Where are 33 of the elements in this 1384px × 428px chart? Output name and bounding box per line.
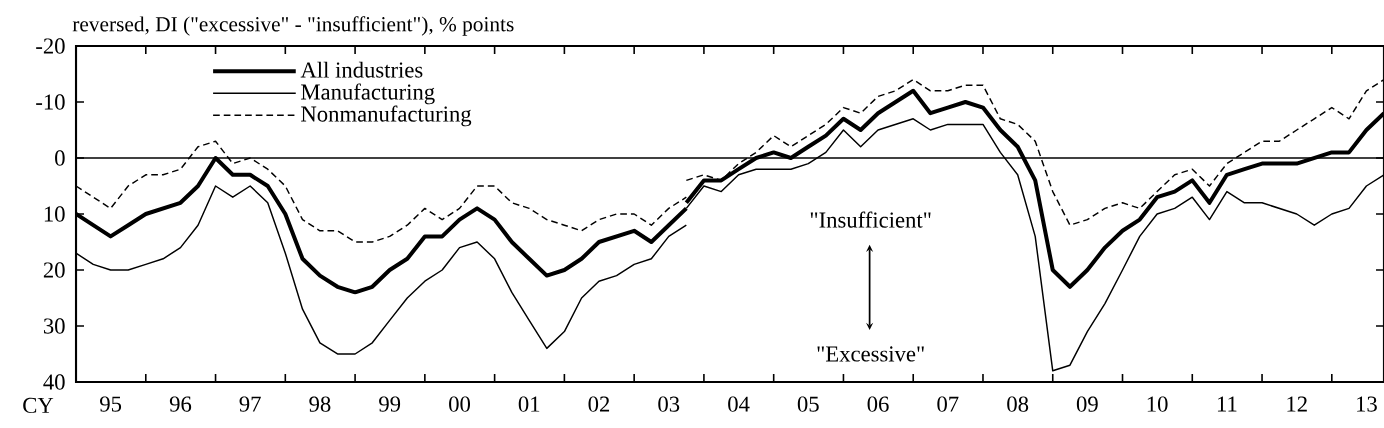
x-tick-label: 12: [1287, 396, 1307, 412]
x-tick-label: 98: [309, 396, 331, 412]
y-tick-label: 0: [55, 150, 65, 166]
legend-label: All industries: [300, 61, 423, 78]
x-tick-label: 13: [1357, 396, 1377, 412]
x-tick-label: 11: [1217, 396, 1237, 412]
x-tick-label: 10: [1147, 396, 1168, 412]
x-tick-label: 08: [1007, 396, 1029, 412]
x-tick-label: 07: [937, 396, 959, 412]
x-tick-label: 04: [728, 396, 750, 412]
x-axis-title: CY: [23, 397, 54, 414]
y-axis-title: reversed, DI ("excessive" - "insufficient"), % points: [72, 16, 514, 36]
y-tick-label: -10: [36, 94, 65, 110]
x-tick-label: 06: [867, 396, 889, 412]
legend-label: Manufacturing: [301, 83, 435, 105]
x-tick-label: 09: [1076, 396, 1098, 412]
annotation: "Insufficient": [810, 211, 931, 228]
x-tick-label: 05: [797, 396, 819, 412]
legend-label: Nonmanufacturing: [301, 105, 472, 127]
x-tick-label: 95: [100, 396, 122, 412]
y-tick-label: 20: [43, 262, 65, 278]
y-tick-label: -20: [36, 38, 65, 54]
x-tick-label: 03: [658, 396, 680, 412]
x-tick-label: 02: [588, 396, 610, 412]
y-tick-label: 30: [43, 318, 65, 334]
annotation: "Excessive": [817, 346, 924, 362]
x-tick-label: 01: [518, 396, 540, 412]
x-tick-label: 97: [239, 396, 261, 412]
x-tick-label: 00: [449, 396, 471, 412]
x-tick-label: 96: [169, 396, 192, 412]
y-tick-label: 10: [44, 206, 65, 222]
y-tick-label: 40: [43, 374, 65, 390]
x-tick-label: 99: [379, 396, 401, 412]
